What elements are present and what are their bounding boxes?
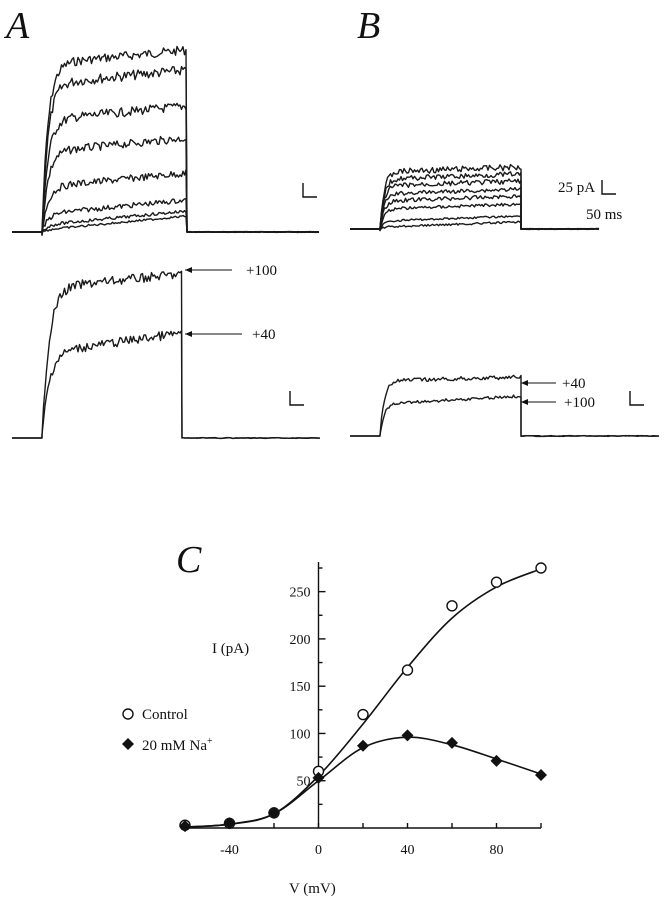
x-axis-label: V (mV) xyxy=(289,881,336,897)
trace-a-bottom-plus40 xyxy=(12,329,321,440)
label-a-lower: +40 xyxy=(252,327,275,343)
y-tick-label: 250 xyxy=(290,586,311,601)
sodium-point xyxy=(223,817,236,830)
arrow-b-lower xyxy=(521,399,556,405)
x-tick-label: 0 xyxy=(315,843,322,858)
scale-time-label: 50 ms xyxy=(586,207,622,223)
iv-chart: -40 0 40 80 50 100 150 200 250 I (pA) V (mV) xyxy=(179,562,547,897)
scale-bar-b-top xyxy=(601,180,616,195)
arrow-a-lower xyxy=(185,331,242,337)
trace-a-top-8 xyxy=(12,214,319,234)
trace-a-bottom-plus100 xyxy=(12,270,321,440)
scale-bar-b-bottom xyxy=(629,391,644,406)
panel-letter-a: A xyxy=(3,5,30,47)
legend-sodium-marker xyxy=(122,738,134,750)
arrow-b-upper xyxy=(521,380,556,386)
x-tick-label: 40 xyxy=(401,843,415,858)
panel-letter-c: C xyxy=(176,539,202,581)
fit-curve-control xyxy=(184,568,542,828)
trace-a-top-3 xyxy=(12,102,320,236)
label-a-upper: +100 xyxy=(246,263,277,279)
legend-sodium-label: 20 mM Na+ xyxy=(142,736,213,754)
control-point xyxy=(535,562,547,574)
legend-control-label: Control xyxy=(142,707,188,723)
trace-b-bottom-plus40 xyxy=(350,374,660,438)
label-b-lower: +100 xyxy=(564,395,595,411)
data-points xyxy=(179,562,547,833)
chart-axes: -40 0 40 80 50 100 150 200 250 xyxy=(184,562,542,858)
trace-a-top-2 xyxy=(12,65,320,234)
sodium-point xyxy=(357,739,369,752)
scale-bar-a-top xyxy=(302,183,317,198)
sodium-point xyxy=(268,806,280,819)
arrow-a-upper xyxy=(185,267,232,273)
sodium-point xyxy=(401,729,414,742)
legend-control-marker xyxy=(122,708,134,720)
control-point xyxy=(490,576,503,588)
control-point xyxy=(446,600,458,612)
trace-b-top-1 xyxy=(350,163,600,231)
label-b-upper: +40 xyxy=(562,376,585,392)
sodium-point xyxy=(535,769,547,782)
legend: Control 20 mM Na+ xyxy=(122,707,213,754)
trace-b-bottom-plus100 xyxy=(350,394,660,438)
panel-letter-b: B xyxy=(357,5,380,47)
y-axis-label: I (pA) xyxy=(212,641,249,657)
trace-a-top-1 xyxy=(12,45,320,233)
scale-current-label: 25 pA xyxy=(558,180,595,196)
sodium-point xyxy=(490,754,503,767)
y-tick-label: 100 xyxy=(290,727,311,742)
scale-bar-a-bottom xyxy=(289,391,304,406)
trace-a-top-6 xyxy=(12,198,320,234)
trace-b-top-8 xyxy=(350,220,600,231)
fit-curves xyxy=(184,568,542,828)
y-tick-label: 50 xyxy=(297,775,311,790)
y-tick-label: 150 xyxy=(290,680,311,695)
current-traces xyxy=(12,45,660,440)
control-point xyxy=(401,664,414,676)
control-point xyxy=(357,708,369,721)
y-tick-label: 200 xyxy=(290,633,311,648)
sodium-point xyxy=(312,771,325,784)
trace-a-top-4 xyxy=(12,135,320,236)
x-tick-label: 80 xyxy=(490,843,504,858)
x-tick-label: -40 xyxy=(220,843,239,858)
sodium-point xyxy=(179,820,191,833)
sodium-point xyxy=(446,736,458,749)
